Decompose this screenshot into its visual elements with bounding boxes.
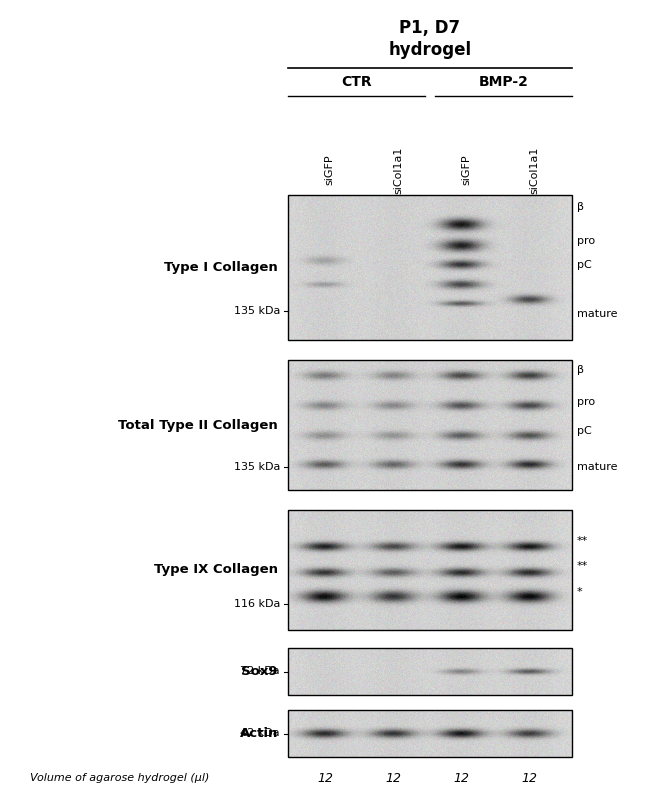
Text: *: * <box>577 587 582 596</box>
Text: β: β <box>577 201 584 212</box>
Text: hydrogel: hydrogel <box>389 41 471 59</box>
Text: P1, D7: P1, D7 <box>400 19 461 37</box>
Bar <box>288 360 572 490</box>
Text: mature: mature <box>577 462 618 472</box>
Text: 42 kDa: 42 kDa <box>240 729 280 738</box>
Text: pC: pC <box>577 427 592 436</box>
Text: 12: 12 <box>317 772 333 784</box>
Text: 12: 12 <box>521 772 538 784</box>
Text: 135 kDa: 135 kDa <box>233 306 280 316</box>
Text: **: ** <box>577 536 588 546</box>
Text: siGFP: siGFP <box>462 155 471 186</box>
Text: CTR: CTR <box>341 75 372 89</box>
Text: 12: 12 <box>385 772 401 784</box>
Text: Actin: Actin <box>240 727 278 740</box>
Text: 135 kDa: 135 kDa <box>233 462 280 472</box>
Text: siCol1a1: siCol1a1 <box>529 147 539 193</box>
Text: siCol1a1: siCol1a1 <box>393 147 403 193</box>
Text: pro: pro <box>577 236 595 247</box>
Text: 12: 12 <box>453 772 469 784</box>
Text: **: ** <box>577 561 588 572</box>
Text: Sox9: Sox9 <box>242 665 278 678</box>
Bar <box>288 710 572 757</box>
Text: Type I Collagen: Type I Collagen <box>164 261 278 274</box>
Text: β: β <box>577 366 584 375</box>
Bar <box>288 510 572 630</box>
Text: siGFP: siGFP <box>325 155 335 186</box>
Text: mature: mature <box>577 309 618 319</box>
Text: pro: pro <box>577 396 595 407</box>
Text: Type IX Collagen: Type IX Collagen <box>154 564 278 577</box>
Bar <box>288 195 572 340</box>
Text: 72 kDa: 72 kDa <box>240 666 280 676</box>
Text: Total Type II Collagen: Total Type II Collagen <box>118 419 278 431</box>
Text: 116 kDa: 116 kDa <box>233 599 280 608</box>
Bar <box>288 648 572 695</box>
Text: BMP-2: BMP-2 <box>478 75 528 89</box>
Text: pC: pC <box>577 259 592 270</box>
Text: Volume of agarose hydrogel (µl): Volume of agarose hydrogel (µl) <box>30 773 209 783</box>
